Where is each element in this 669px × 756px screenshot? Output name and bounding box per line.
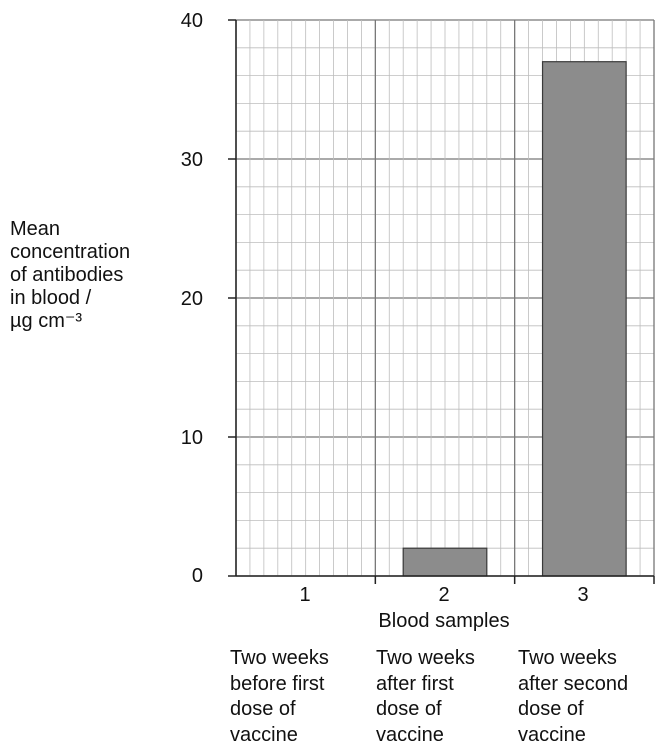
y-axis-label-line: concentration xyxy=(10,241,131,263)
category-description-2: Two weeks after first dose of vaccine xyxy=(376,646,475,748)
y-tick-label: 10 xyxy=(180,427,203,449)
x-tick-label: 3 xyxy=(577,584,589,606)
y-tick-label: 40 xyxy=(180,10,203,32)
category-description-line: Two weeks xyxy=(518,647,617,669)
x-tick-label: 2 xyxy=(438,584,450,606)
category-description-line: vaccine xyxy=(230,723,298,746)
category-description-line: Two weeks xyxy=(230,647,329,669)
x-tick-label: 1 xyxy=(299,584,311,606)
category-description-line: dose of xyxy=(376,698,442,720)
category-description-line: vaccine xyxy=(376,723,444,746)
category-description-1: Two weeks before first dose of vaccine xyxy=(230,646,329,748)
category-description-3: Two weeks after second dose of vaccine xyxy=(518,646,628,748)
category-description-line: vaccine xyxy=(518,723,586,746)
y-tick-label: 30 xyxy=(180,149,203,171)
x-axis-label: Blood samples xyxy=(378,610,510,632)
category-description-line: after second xyxy=(518,672,629,695)
category-description-line: after first xyxy=(376,672,454,695)
category-description-line: Two weeks xyxy=(376,647,475,669)
bar xyxy=(541,61,627,577)
y-axis-label-line: of antibodies xyxy=(10,264,124,286)
y-axis-label-line: µg cm⁻³ xyxy=(10,310,83,332)
category-description-line: before first xyxy=(230,672,325,695)
y-axis-label: Mean concentration of antibodies in bloo… xyxy=(10,218,130,333)
y-tick-label: 20 xyxy=(180,288,203,310)
y-axis-label-line: in blood / xyxy=(10,287,92,309)
category-description-line: dose of xyxy=(230,698,296,720)
y-axis-label-line: Mean xyxy=(10,218,61,240)
category-description-line: dose of xyxy=(518,698,584,720)
y-tick-label: 0 xyxy=(191,565,203,587)
bar xyxy=(402,547,488,577)
